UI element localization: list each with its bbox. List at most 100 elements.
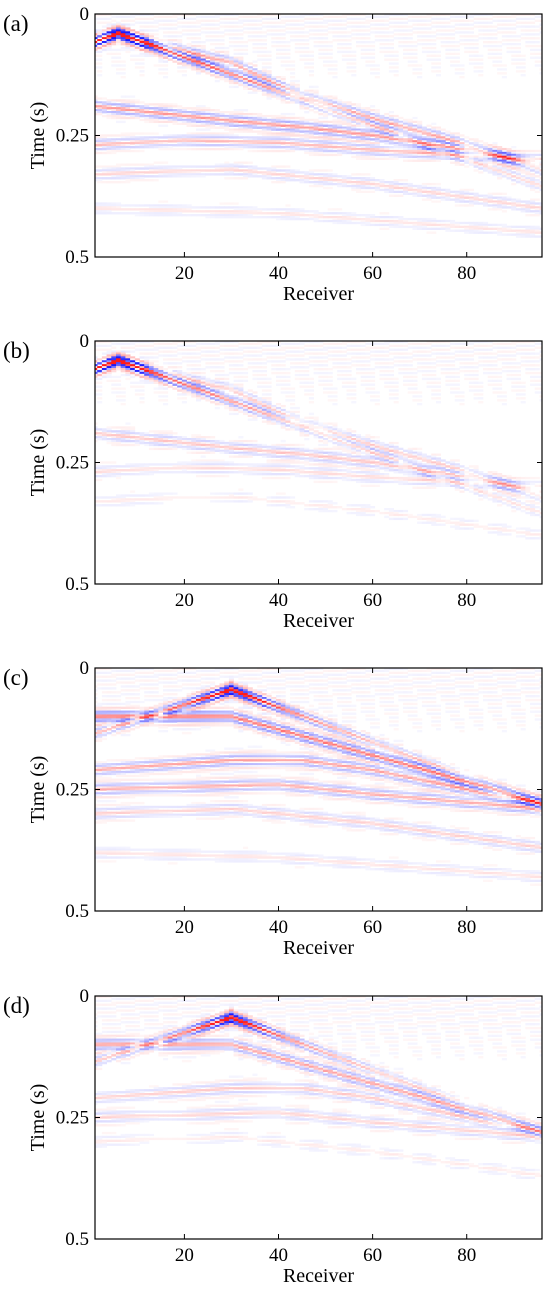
heatmap-cell xyxy=(539,165,542,168)
heatmap-cell xyxy=(492,206,498,209)
heatmap-cell xyxy=(101,469,107,472)
heatmap-cell xyxy=(530,180,536,184)
heatmap-cell xyxy=(210,120,216,124)
heatmap-cell xyxy=(224,126,230,129)
heatmap-cell xyxy=(116,395,122,398)
heatmap-cell xyxy=(327,48,333,52)
heatmap-cell xyxy=(539,153,542,157)
heatmap-cell xyxy=(195,147,202,151)
heatmap-cell xyxy=(290,171,296,174)
heatmap-cell xyxy=(403,149,409,153)
heatmap-cell xyxy=(308,153,314,157)
heatmap-cell xyxy=(313,173,319,176)
heatmap-cell xyxy=(398,138,404,141)
heatmap-cell xyxy=(148,39,154,42)
heatmap-cell xyxy=(95,149,98,153)
heatmap-cell xyxy=(280,64,286,67)
heatmap-cell xyxy=(431,149,437,153)
heatmap-cell xyxy=(172,116,178,120)
heatmap-cell xyxy=(167,116,173,120)
heatmap-cell xyxy=(186,214,192,217)
heatmap-cell xyxy=(97,142,103,145)
heatmap-cell xyxy=(228,114,234,118)
heatmap-cell xyxy=(247,128,253,131)
heatmap-cell xyxy=(125,465,131,468)
heatmap-cell xyxy=(243,208,249,211)
heatmap-cell xyxy=(445,29,451,32)
heatmap-cell xyxy=(393,118,399,122)
heatmap-cell xyxy=(191,107,197,110)
heatmap-cell xyxy=(238,56,244,59)
heatmap-cell xyxy=(426,130,432,133)
heatmap-cell xyxy=(95,467,98,470)
heatmap-cell xyxy=(318,149,324,153)
heatmap-cell xyxy=(464,140,470,143)
heatmap-cell xyxy=(393,149,399,153)
heatmap-cell xyxy=(308,132,314,135)
heatmap-cell xyxy=(365,134,371,137)
heatmap-cell xyxy=(167,366,173,369)
heatmap-cell xyxy=(125,469,131,472)
heatmap-cell xyxy=(459,72,465,75)
heatmap-cell xyxy=(511,198,517,201)
heatmap-cell xyxy=(148,502,154,505)
heatmap-cell xyxy=(106,471,112,474)
heatmap-cell xyxy=(450,145,456,149)
heatmap-cell xyxy=(238,109,244,112)
heatmap-cell xyxy=(111,472,117,476)
heatmap-cell xyxy=(323,52,329,56)
heatmap-cell xyxy=(426,27,432,30)
heatmap-cell xyxy=(214,212,220,215)
heatmap-cell xyxy=(95,474,98,478)
heatmap-cell xyxy=(238,48,244,52)
heatmap-cell xyxy=(534,171,540,174)
heatmap-cell xyxy=(247,19,253,22)
heatmap-cell xyxy=(290,215,296,219)
heatmap-cell xyxy=(388,151,394,155)
heatmap-cell xyxy=(539,27,542,30)
heatmap-cell xyxy=(478,194,484,197)
heatmap-cell xyxy=(506,155,512,159)
heatmap-cell xyxy=(134,173,140,176)
heatmap-cell xyxy=(483,145,489,149)
heatmap-cell xyxy=(285,149,291,153)
heatmap-cell xyxy=(195,68,202,71)
heatmap-cell xyxy=(106,212,112,215)
heatmap-cell xyxy=(95,175,98,178)
heatmap-cell xyxy=(379,132,385,135)
heatmap-cell xyxy=(120,112,126,116)
heatmap-cell xyxy=(116,471,122,474)
heatmap-cell xyxy=(539,163,542,166)
heatmap-cell xyxy=(327,130,333,133)
heatmap-cell xyxy=(214,58,220,61)
heatmap-cell xyxy=(139,469,145,472)
heatmap-cell xyxy=(167,385,173,388)
heatmap-cell xyxy=(224,128,230,131)
heatmap-cell xyxy=(167,109,173,112)
heatmap-cell xyxy=(337,19,343,22)
heatmap-cell xyxy=(506,15,512,19)
heatmap-cell xyxy=(95,422,98,425)
heatmap-cell xyxy=(497,147,503,151)
heatmap-cell xyxy=(195,58,202,61)
heatmap-cell xyxy=(520,169,526,172)
heatmap-cell xyxy=(139,149,145,153)
heatmap-cell xyxy=(534,149,540,153)
heatmap-cell xyxy=(271,126,277,129)
heatmap-cell xyxy=(257,50,263,54)
heatmap-cell xyxy=(337,130,343,133)
heatmap-cell xyxy=(125,175,131,178)
heatmap-cell xyxy=(294,144,300,147)
heatmap-cell xyxy=(468,35,474,38)
heatmap-cell xyxy=(148,434,154,437)
heatmap-cell xyxy=(280,112,286,116)
heatmap-cell xyxy=(144,165,150,168)
heatmap-cell xyxy=(228,215,234,219)
heatmap-cell xyxy=(285,120,291,124)
heatmap-cell xyxy=(205,54,211,57)
heatmap-cell xyxy=(266,138,272,141)
heatmap-cell xyxy=(125,177,131,180)
heatmap-cell xyxy=(195,171,202,174)
heatmap-cell xyxy=(365,52,371,56)
heatmap-cell xyxy=(106,496,112,499)
